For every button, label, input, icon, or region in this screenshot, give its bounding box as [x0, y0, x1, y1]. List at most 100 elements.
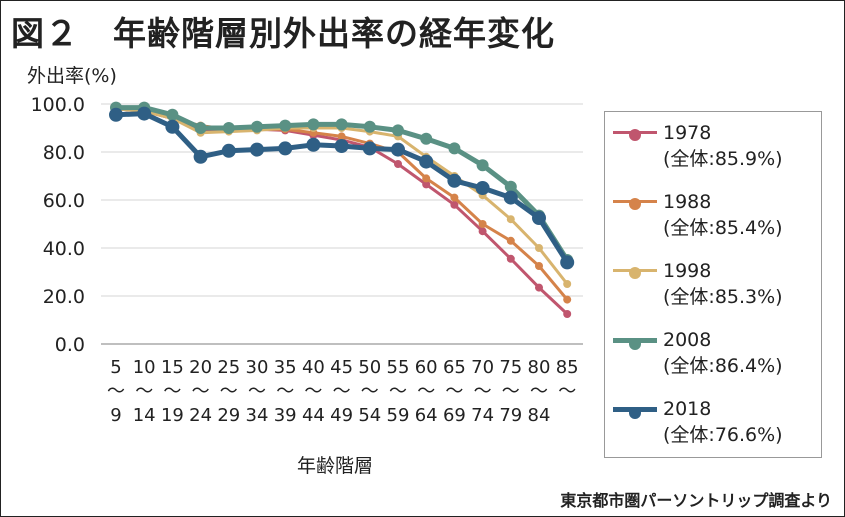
data-point-2008: [222, 122, 235, 134]
data-point-1998: [506, 215, 515, 224]
data-point-1988: [478, 220, 487, 228]
data-point-2018: [475, 181, 490, 195]
legend-overall-rate: (全体:86.4%): [663, 355, 783, 377]
data-point-2018: [109, 107, 123, 122]
x-tick-label: 〜: [135, 381, 153, 402]
data-point-1978: [394, 160, 402, 168]
x-tick-label: 5: [110, 357, 121, 378]
data-point-2008: [363, 120, 376, 133]
x-tick-label: 〜: [333, 381, 351, 402]
x-tick-label: 49: [330, 405, 353, 426]
data-point-2018: [250, 142, 264, 157]
legend-marker-icon: [629, 407, 641, 419]
data-point-1978: [506, 254, 515, 263]
x-tick-label: 39: [274, 405, 297, 426]
y-tick-label: 100.0: [31, 94, 85, 116]
legend-line-icon: [613, 198, 657, 210]
data-point-1978: [422, 180, 431, 189]
x-tick-label: 74: [471, 405, 494, 426]
data-point-2018: [278, 141, 293, 156]
x-tick-label: 79: [499, 405, 522, 426]
data-point-2018: [165, 119, 180, 134]
x-tick-label: 9: [110, 405, 121, 426]
data-point-1988: [563, 295, 572, 304]
data-point-2018: [419, 154, 434, 169]
x-tick-label: 10: [133, 357, 156, 378]
legend-line-icon: [613, 129, 657, 141]
x-tick-label: 〜: [445, 381, 463, 402]
legend-year: 2008: [663, 329, 712, 351]
x-tick-label: 14: [133, 405, 156, 426]
x-tick-label: 〜: [192, 381, 210, 402]
legend-line-icon: [613, 407, 657, 419]
data-point-2008: [307, 118, 320, 131]
data-point-1988: [535, 262, 543, 270]
x-tick-label: 54: [358, 405, 381, 426]
data-point-2008: [476, 159, 489, 172]
y-tick-label: 0.0: [55, 334, 85, 356]
figure-title: 図２ 年齢階層別外出率の経年変化: [11, 14, 555, 53]
legend-year: 2018: [663, 398, 712, 420]
x-tick-label: 20: [189, 357, 212, 378]
x-tick-label: 〜: [220, 381, 238, 402]
x-tick-label: 75: [499, 357, 522, 378]
x-tick-label: 24: [189, 405, 212, 426]
x-tick-label: 〜: [389, 381, 407, 402]
y-tick-label: 20.0: [43, 286, 85, 308]
x-tick-label: 〜: [417, 381, 435, 402]
data-point-2018: [362, 141, 377, 156]
x-tick-label: 〜: [474, 381, 492, 402]
legend-marker-icon: [629, 129, 641, 141]
legend-overall-rate: (全体:85.4%): [663, 217, 783, 239]
legend-item-1978: 1978 (全体:85.9%): [613, 120, 783, 172]
x-tick-label: 80: [528, 357, 551, 378]
legend-item-2018: 2018 (全体:76.6%): [613, 396, 783, 448]
x-axis-label: 年齢階層: [297, 455, 374, 477]
x-tick-label: 60: [415, 357, 438, 378]
data-point-1978: [535, 283, 543, 292]
data-point-2008: [251, 120, 263, 133]
x-tick-label: 29: [217, 405, 240, 426]
x-tick-label: 〜: [163, 381, 181, 402]
x-tick-label: 〜: [530, 381, 548, 402]
legend-item-1998: 1998 (全体:85.3%): [613, 258, 783, 310]
x-tick-label: 55: [387, 357, 410, 378]
x-tick-label: 85: [556, 357, 579, 378]
x-tick-label: 〜: [107, 381, 125, 402]
x-tick-label: 50: [358, 357, 381, 378]
x-tick-label: 45: [330, 357, 353, 378]
x-tick-label: 〜: [304, 381, 322, 402]
legend-overall-rate: (全体:85.3%): [663, 286, 783, 308]
data-point-2018: [334, 139, 349, 153]
legend-marker-icon: [629, 267, 641, 279]
source-note: 東京都市圏パーソントリップ調査より: [560, 491, 832, 510]
x-tick-label: 69: [443, 405, 466, 426]
data-point-2018: [447, 173, 462, 188]
x-tick-label: 35: [274, 357, 297, 378]
y-axis-label: 外出率(%): [27, 65, 117, 87]
x-tick-label: 44: [302, 405, 325, 426]
data-point-2008: [335, 118, 348, 131]
data-point-1978: [478, 227, 487, 236]
data-point-2018: [532, 211, 546, 225]
data-point-2008: [504, 180, 517, 193]
legend-year: 1978: [663, 122, 712, 144]
data-point-2018: [137, 106, 152, 121]
legend-year: 1988: [663, 191, 712, 213]
x-tick-label: 〜: [276, 381, 294, 402]
data-point-2018: [391, 142, 405, 157]
data-point-2008: [279, 119, 292, 132]
data-point-1978: [563, 310, 572, 318]
legend-marker-icon: [629, 338, 641, 350]
data-point-2018: [221, 143, 236, 158]
legend-marker-icon: [629, 198, 641, 210]
data-point-2018: [193, 149, 208, 164]
data-point-2008: [420, 132, 433, 145]
x-tick-label: 34: [246, 405, 269, 426]
data-point-1988: [422, 174, 431, 183]
legend-item-2008: 2008 (全体:86.4%): [613, 327, 783, 379]
x-tick-label: 19: [161, 405, 184, 426]
x-tick-label: 59: [387, 405, 410, 426]
data-point-2008: [166, 108, 179, 121]
